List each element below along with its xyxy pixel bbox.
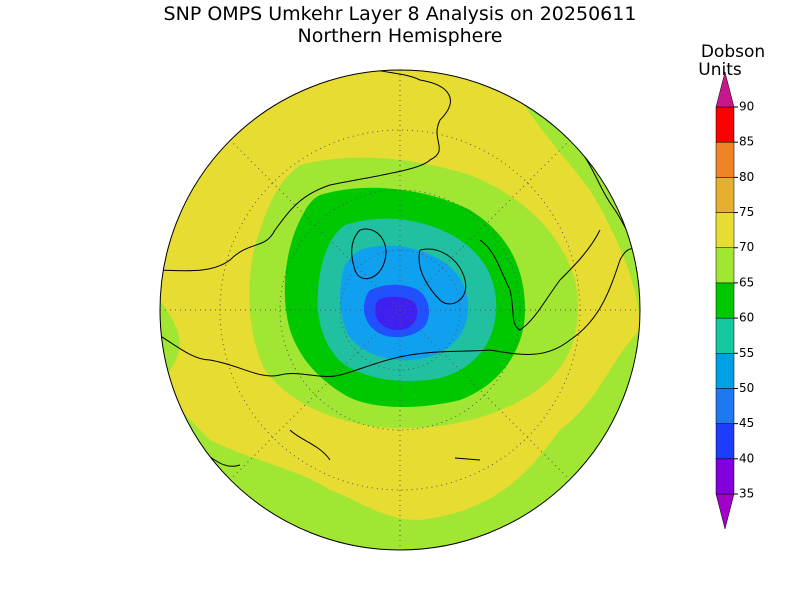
- colorbar-tick-label: 90: [739, 100, 754, 114]
- map-title: SNP OMPS Umkehr Layer 8 Analysis on 2025…: [164, 3, 637, 25]
- colorbar-tick-label: 60: [739, 311, 754, 325]
- colorbar-segment: [715, 177, 735, 213]
- colorbar-tick-label: 45: [739, 416, 754, 430]
- coastlines: [160, 70, 640, 467]
- colorbar: 35 40 45 50 55 60 65 70 75 80 85 90: [715, 71, 754, 530]
- colorbar-tick-label: 55: [739, 346, 754, 360]
- colorbar-extension: [715, 493, 735, 530]
- colorbar-tick-label: 65: [739, 275, 754, 289]
- colorbar-segment: [715, 141, 735, 178]
- colorbar-segment: [715, 317, 735, 354]
- map-subtitle: Northern Hemisphere: [298, 25, 503, 47]
- colorbar-tick-label: 40: [739, 451, 754, 465]
- colorbar-segment: [715, 388, 735, 424]
- colorbar-tick-label: 75: [739, 205, 754, 219]
- colorbar-segment: [715, 247, 735, 284]
- map-border: [159, 69, 641, 551]
- colorbar-tick-label: 70: [739, 240, 754, 254]
- colorbar-segment: [715, 106, 735, 143]
- colorbar-segment: [715, 458, 735, 495]
- colorbar-tick-label: 80: [739, 170, 754, 184]
- colorbar-extension: [715, 71, 735, 108]
- colorbar-tick-label: 85: [739, 135, 754, 149]
- colorbar-segment: [715, 212, 735, 248]
- colorbar-segment: [715, 353, 735, 389]
- colorbar-label: Dobson: [701, 42, 765, 62]
- colorbar-tick-label: 50: [739, 381, 754, 395]
- graticule: [160, 70, 640, 550]
- colorbar-segment: [715, 282, 735, 319]
- ozone-map: [160, 70, 640, 550]
- colorbar-label: Units: [698, 60, 742, 80]
- colorbar-tick-label: 35: [739, 487, 754, 501]
- colorbar-segment: [715, 423, 735, 460]
